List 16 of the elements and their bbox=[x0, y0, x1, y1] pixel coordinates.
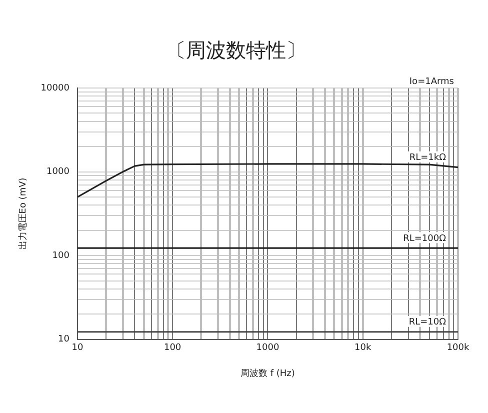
y-tick-label: 10 bbox=[58, 334, 70, 345]
x-tick-label: 100k bbox=[446, 343, 470, 354]
y-tick-label: 100 bbox=[52, 250, 70, 261]
series-label: RL=10Ω bbox=[408, 318, 446, 328]
x-tick-label: 10k bbox=[354, 343, 372, 354]
series-label: RL=1kΩ bbox=[409, 153, 446, 164]
x-axis-title: 周波数 f (Hz) bbox=[240, 368, 295, 379]
y-tick-label: 1000 bbox=[46, 167, 70, 178]
x-tick-label: 100 bbox=[164, 343, 182, 354]
x-tick-label: 10 bbox=[72, 343, 84, 354]
y-tick-label: 10000 bbox=[40, 83, 70, 94]
chart-title: 〔周波数特性〕 bbox=[166, 38, 306, 62]
series-label: RL=100Ω bbox=[403, 234, 446, 244]
y-axis-title: 出力電圧Eo (mV) bbox=[18, 178, 29, 250]
x-tick-label: 1000 bbox=[256, 343, 280, 354]
text: Io=1Arms bbox=[409, 76, 454, 87]
